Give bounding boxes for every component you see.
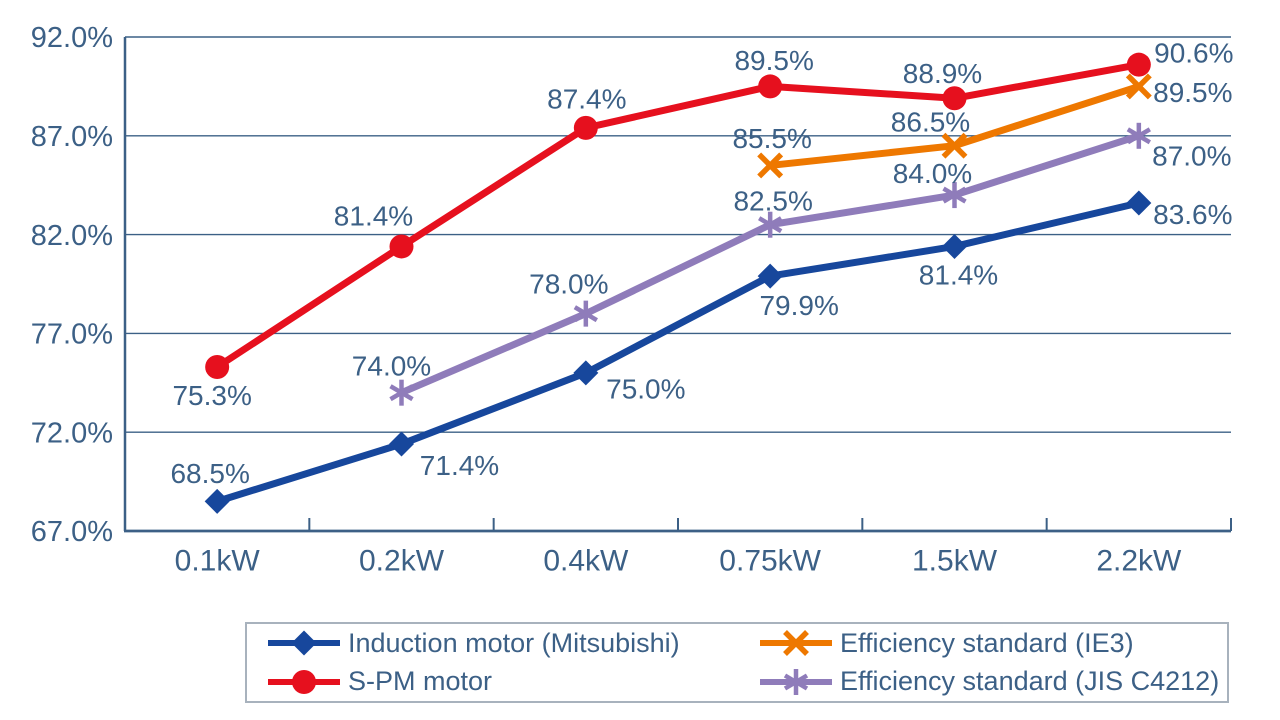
data-label-s-pm-motor: 81.4%	[334, 200, 413, 231]
legend-x-marker-icon	[760, 630, 832, 657]
series-line-s-pm-motor	[213, 61, 1143, 371]
data-label-s-pm-motor: 75.3%	[172, 380, 251, 411]
asterisk-marker-efficiency-standard-jis-c4212-stroke	[573, 305, 598, 323]
asterisk-marker-efficiency-standard-jis-c4212-stroke	[942, 186, 967, 204]
data-label-efficiency-standard-jis-c4212: 82.5%	[733, 186, 812, 217]
data-label-s-pm-motor: 87.4%	[547, 84, 626, 115]
data-label-induction-motor-mitsubishi: 75.0%	[606, 374, 685, 405]
data-label-efficiency-standard-ie3: 89.5%	[1153, 77, 1232, 108]
data-label-induction-motor-mitsubishi: 68.5%	[170, 458, 249, 489]
data-label-induction-motor-mitsubishi: 79.9%	[759, 290, 838, 321]
legend-circle-marker-icon	[268, 669, 340, 694]
y-tick-label: 72.0%	[31, 417, 113, 449]
legend-label-efficiency-standard-ie3: Efficiency standard (IE3)	[840, 627, 1134, 658]
data-label-s-pm-motor: 90.6%	[1154, 37, 1233, 68]
diamond-marker-induction-motor-mitsubishi	[389, 431, 414, 457]
legend-marker-efficiency-standard-jis-c4212	[783, 668, 809, 695]
x-tick-label: 0.1kW	[175, 545, 261, 578]
data-label-efficiency-standard-jis-c4212: 84.0%	[893, 158, 972, 189]
data-label-induction-motor-mitsubishi: 71.4%	[420, 450, 499, 481]
x-marker-efficiency-standard-ie3	[1125, 73, 1152, 100]
circle-marker-s-pm-motor	[1126, 52, 1151, 77]
legend-item-efficiency-standard-ie3: Efficiency standard (IE3)	[739, 624, 1227, 663]
y-tick-label: 92.0%	[31, 22, 113, 54]
legend-label-s-pm-motor: S-PM motor	[348, 666, 493, 697]
legend-item-s-pm-motor: S-PM motor	[247, 663, 739, 702]
legend-asterisk-marker-icon	[760, 668, 832, 695]
circle-marker-s-pm-motor	[205, 354, 230, 379]
series-efficiency-standard-ie3	[757, 73, 1152, 179]
plot-area: 67.0% 72.0% 77.0% 82.0% 87.0% 92.0% 0.1kW 0.2kW…	[31, 22, 1234, 578]
circle-marker-s-pm-motor	[389, 234, 414, 259]
data-label-efficiency-standard-jis-c4212: 78.0%	[529, 268, 608, 299]
x-tick-label: 1.5kW	[912, 545, 998, 578]
data-label-s-pm-motor: 89.5%	[734, 45, 813, 76]
series-induction-motor-mitsubishi	[204, 190, 1152, 514]
legend-marker-induction-motor-mitsubishi	[291, 630, 317, 656]
y-tick-label: 67.0%	[31, 516, 113, 548]
x-tick-label: 0.75kW	[719, 545, 821, 578]
legend-marker-efficiency-standard-ie3-stroke	[783, 630, 809, 657]
diamond-marker-induction-motor-mitsubishi	[757, 263, 783, 289]
data-label-efficiency-standard-ie3: 85.5%	[732, 123, 811, 154]
data-label-s-pm-motor: 88.9%	[903, 58, 982, 89]
circle-marker-s-pm-motor	[758, 74, 783, 99]
asterisk-marker-efficiency-standard-jis-c4212-stroke	[389, 384, 414, 402]
y-tick-label: 82.0%	[31, 220, 113, 252]
data-label-efficiency-standard-jis-c4212: 87.0%	[1152, 141, 1231, 172]
legend-label-efficiency-standard-jis: Efficiency standard (JIS C4212)	[840, 666, 1220, 697]
asterisk-marker-efficiency-standard-jis-c4212	[573, 300, 598, 327]
asterisk-marker-efficiency-standard-jis-c4212-stroke	[1126, 127, 1151, 145]
data-label-efficiency-standard-jis-c4212: 74.0%	[352, 350, 431, 381]
asterisk-marker-efficiency-standard-jis-c4212	[758, 211, 783, 238]
x-tick-label: 0.2kW	[359, 545, 445, 578]
chart-legend: Induction motor (Mitsubishi) Efficiency …	[245, 622, 1229, 703]
data-label-induction-motor-mitsubishi: 83.6%	[1153, 199, 1232, 230]
data-label-induction-motor-mitsubishi: 81.4%	[919, 259, 998, 290]
series-line-induction-motor-mitsubishi	[213, 199, 1143, 505]
asterisk-marker-efficiency-standard-jis-c4212	[942, 182, 967, 209]
series-s-pm-motor	[205, 52, 1151, 379]
circle-marker-s-pm-motor	[573, 115, 598, 140]
x-marker-efficiency-standard-ie3	[757, 152, 784, 179]
legend-item-induction-motor: Induction motor (Mitsubishi)	[247, 624, 739, 663]
legend-diamond-marker-icon	[268, 630, 340, 656]
diamond-marker-induction-motor-mitsubishi	[573, 360, 599, 386]
legend-marker-efficiency-standard-jis-c4212-stroke	[783, 673, 809, 691]
x-marker-efficiency-standard-ie3-stroke	[1125, 73, 1152, 100]
diamond-marker-induction-motor-mitsubishi	[942, 233, 967, 259]
legend-item-efficiency-standard-jis: Efficiency standard (JIS C4212)	[739, 663, 1227, 702]
x-marker-efficiency-standard-ie3	[941, 132, 968, 159]
asterisk-marker-efficiency-standard-jis-c4212-stroke	[758, 216, 783, 234]
legend-marker-s-pm-motor	[292, 669, 316, 694]
series-efficiency-standard-jis-c4212	[389, 122, 1151, 406]
x-marker-efficiency-standard-ie3-stroke	[941, 132, 968, 159]
legend-marker-efficiency-standard-ie3	[783, 630, 809, 657]
diamond-marker-induction-motor-mitsubishi	[204, 488, 230, 514]
x-tick-label: 2.2kW	[1096, 545, 1182, 578]
asterisk-marker-efficiency-standard-jis-c4212	[1126, 122, 1151, 149]
x-marker-efficiency-standard-ie3-stroke	[757, 152, 784, 179]
data-label-efficiency-standard-ie3: 86.5%	[891, 106, 970, 137]
asterisk-marker-efficiency-standard-jis-c4212	[389, 379, 414, 406]
legend-label-induction-motor: Induction motor (Mitsubishi)	[348, 627, 680, 658]
y-tick-label: 77.0%	[31, 319, 113, 351]
diamond-marker-induction-motor-mitsubishi	[1126, 190, 1152, 216]
circle-marker-s-pm-motor	[942, 86, 967, 111]
x-tick-label: 0.4kW	[543, 545, 629, 578]
y-tick-label: 87.0%	[31, 121, 113, 153]
